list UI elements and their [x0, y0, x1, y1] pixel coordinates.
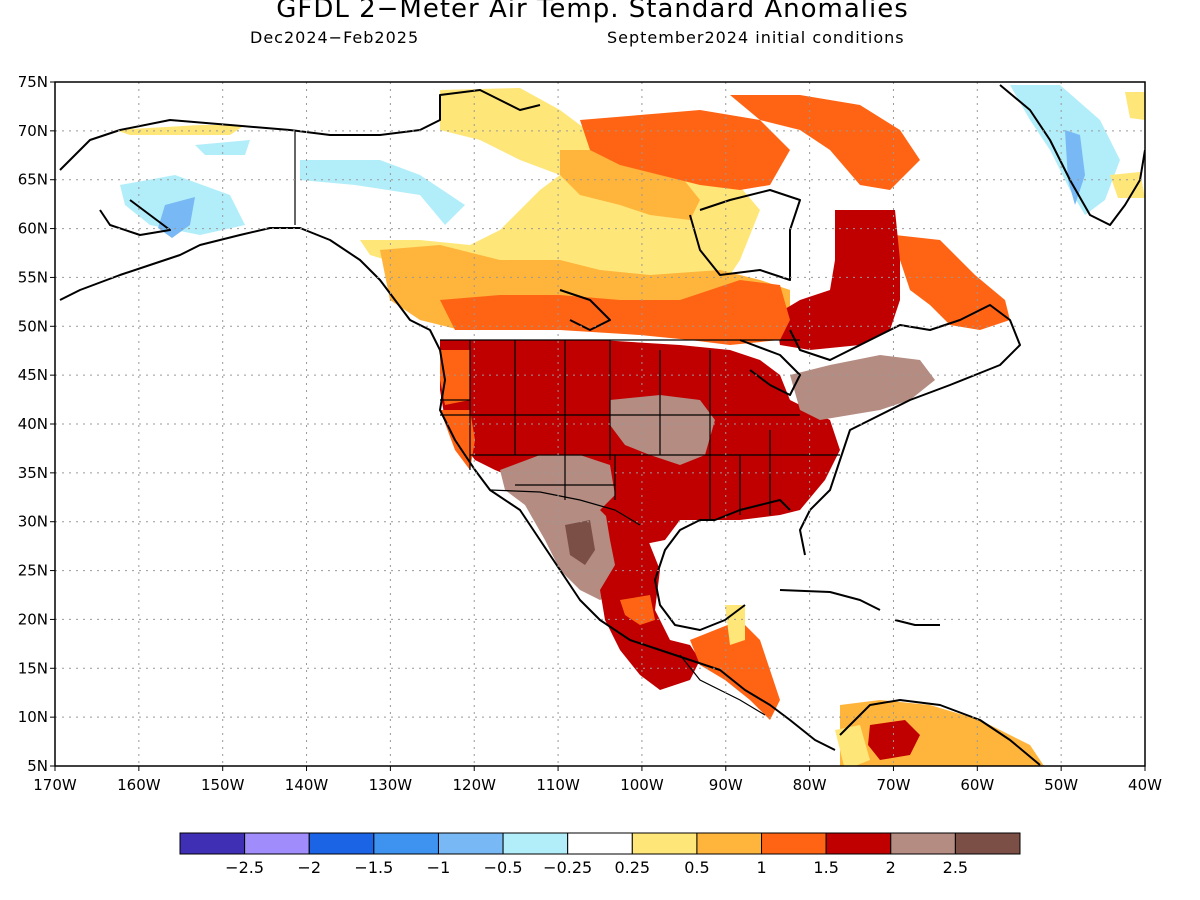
lat-tick-label: 70N: [18, 122, 48, 140]
graticule: [55, 82, 1145, 766]
colorbar-swatch: [373, 832, 439, 855]
greenland-warm: [1110, 172, 1145, 198]
northern-canada-warm: [360, 88, 760, 300]
lon-tick-label: 110W: [536, 776, 580, 794]
lon-tick-label: 150W: [201, 776, 245, 794]
mexico-warm-patch: [620, 595, 655, 625]
lat-tick-label: 35N: [18, 464, 48, 482]
colorbar-swatch: [761, 832, 827, 855]
lon-tick-label: 140W: [285, 776, 329, 794]
colorbar-label: 0.25: [614, 858, 650, 877]
lon-tick-label: 170W: [33, 776, 77, 794]
venezuela-hot: [868, 720, 920, 760]
colorbar-label: 0.5: [684, 858, 709, 877]
lon-tick-label: 80W: [793, 776, 827, 794]
lon-tick-label: 70W: [877, 776, 911, 794]
arctic-warm-strip: [115, 125, 245, 135]
colorbar-label: −0.5: [484, 858, 523, 877]
lat-tick-label: 55N: [18, 268, 48, 286]
greenland-cool-anomaly: [1010, 85, 1120, 215]
labrador-warm: [895, 235, 1010, 330]
colorbar-swatch: [179, 832, 246, 855]
yucatan-warm: [725, 605, 745, 645]
colorbar-swatch: [954, 832, 1021, 855]
lat-tick-label: 75N: [18, 73, 48, 91]
colorbar-swatch: [244, 832, 310, 855]
anomaly-map: [59, 84, 1145, 766]
mexico-core-extreme: [565, 520, 595, 565]
lat-tick-label: 65N: [18, 171, 48, 189]
colorbar-swatch: [631, 832, 698, 855]
political-borders: [294, 130, 840, 716]
colorbar-label: −0.25: [543, 858, 592, 877]
colorbar-swatch: [890, 832, 956, 855]
colorbar-label: −1: [427, 858, 451, 877]
lat-tick-label: 20N: [18, 610, 48, 628]
lon-tick-label: 100W: [620, 776, 664, 794]
colorbar-swatch: [567, 832, 633, 855]
axes: 5N 10N 15N 20N 25N 30N 35N 40N 45N 50N 55N 60N 65N 70…: [18, 73, 1162, 794]
colorbar-label: −1.5: [354, 858, 393, 877]
lon-tick-label: 40W: [1128, 776, 1162, 794]
lon-tick-label: 50W: [1044, 776, 1078, 794]
forecast-period: Dec2024−Feb2025: [250, 28, 420, 47]
lon-tick-label: 90W: [709, 776, 743, 794]
yukon-cool-anomaly: [300, 160, 465, 225]
colorbar-swatch: [308, 832, 375, 855]
colorbar-label: 2: [886, 858, 896, 877]
colorbar-swatch: [502, 832, 569, 855]
lon-tick-label: 120W: [452, 776, 496, 794]
lat-tick-label: 60N: [18, 220, 48, 238]
colorbar-label: 2.5: [943, 858, 968, 877]
lat-tick-label: 45N: [18, 366, 48, 384]
california-warm: [440, 410, 475, 470]
colorbar-label: 1: [756, 858, 766, 877]
pacific-nw-warm: [440, 350, 470, 405]
colorbar-label: −2: [297, 858, 321, 877]
colombia-warm-edge: [835, 725, 870, 766]
lat-tick-label: 5N: [27, 757, 48, 775]
lat-tick-label: 25N: [18, 562, 48, 580]
lon-tick-label: 160W: [117, 776, 161, 794]
coastlines: [59, 84, 1145, 766]
lat-tick-label: 30N: [18, 513, 48, 531]
central-america-warm: [690, 620, 780, 720]
central-plains-extreme: [610, 395, 715, 465]
greenland-cool-core: [1065, 130, 1085, 205]
colorbar-label: 1.5: [813, 858, 838, 877]
quebec-hot: [775, 210, 900, 350]
map-title: GFDL 2−Meter Air Temp. Standard Anomalie…: [276, 0, 909, 24]
colorbar-legend: −2.5 −2 −1.5 −1 −0.5 −0.25 0.25 0.5 1 1.5 2 2.5: [179, 832, 1021, 877]
brooks-cool-anomaly: [195, 140, 250, 155]
colorbar-label: −2.5: [225, 858, 264, 877]
lon-tick-label: 130W: [369, 776, 413, 794]
lat-tick-label: 15N: [18, 659, 48, 677]
great-lakes-extreme: [790, 355, 935, 420]
hudson-region-warm: [560, 150, 700, 220]
colorbar-swatch: [437, 832, 504, 855]
colorbar-swatch: [696, 832, 763, 855]
greenland-east-warm: [1125, 92, 1145, 120]
lat-tick-label: 10N: [18, 708, 48, 726]
lat-tick-label: 50N: [18, 317, 48, 335]
initial-conditions: September2024 initial conditions: [607, 28, 905, 47]
arctic-islands-warm: [580, 110, 790, 190]
colorbar-swatch: [825, 832, 892, 855]
canada-southern-warm: [440, 280, 790, 345]
lon-tick-label: 60W: [960, 776, 994, 794]
lat-tick-label: 40N: [18, 415, 48, 433]
ellesmere-warm: [730, 95, 920, 190]
